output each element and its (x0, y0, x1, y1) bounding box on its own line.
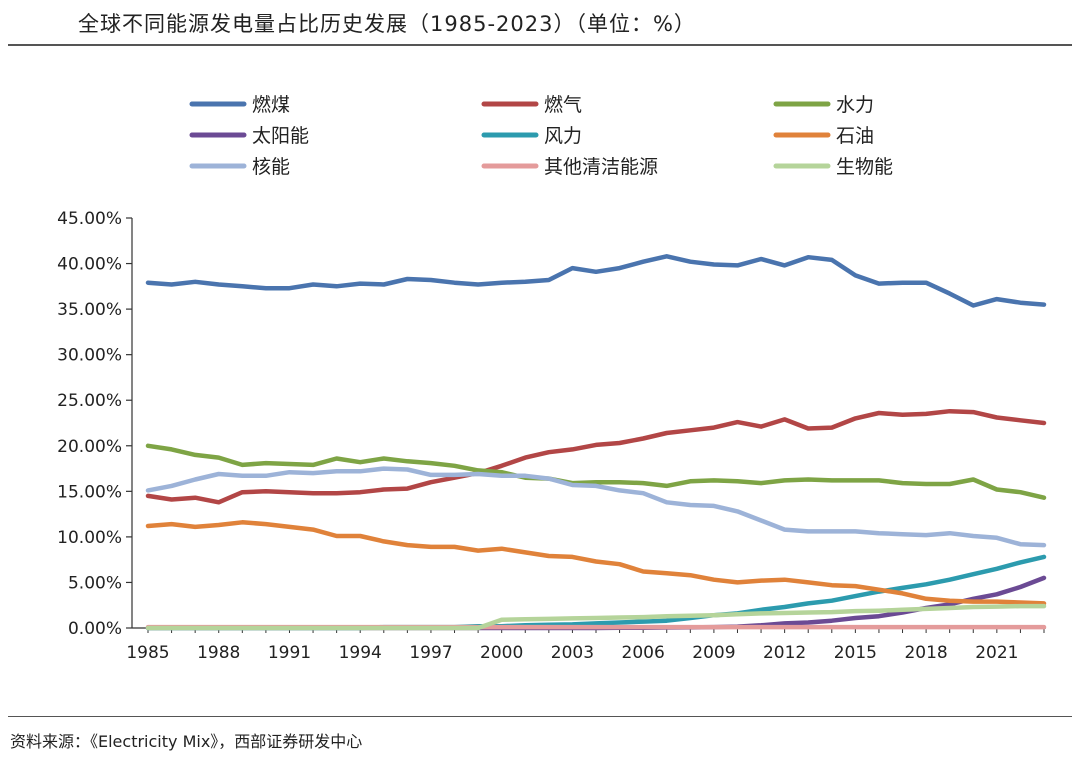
x-tick-label: 2003 (551, 643, 594, 663)
title-divider (8, 44, 1072, 46)
series-line-1 (145, 254, 1047, 308)
y-tick-label: 30.00% (57, 346, 122, 366)
x-tick-label: 1988 (197, 643, 240, 663)
y-tick-label: 10.00% (57, 528, 122, 548)
legend-label: 风力 (544, 125, 582, 147)
x-tick-label: 1997 (409, 643, 452, 663)
x-tick-label: 2021 (975, 643, 1018, 663)
legend-label: 燃煤 (252, 94, 290, 116)
x-tick-label: 2012 (763, 643, 806, 663)
legend-label: 太阳能 (252, 125, 309, 147)
series-line-9 (145, 603, 1047, 631)
legend-label: 其他清洁能源 (544, 156, 658, 178)
source-note: 资料来源：《Electricity Mix》，西部证券研发中心 (10, 732, 363, 751)
series-line-3 (145, 443, 1047, 500)
legend-label: 燃气 (544, 94, 582, 116)
x-tick-label: 1991 (268, 643, 311, 663)
y-tick-label: 0.00% (68, 619, 122, 639)
legend-label: 生物能 (836, 156, 893, 178)
y-tick-label: 25.00% (57, 391, 122, 411)
x-tick-label: 2015 (834, 643, 877, 663)
series-lines (145, 254, 1047, 631)
y-tick-label: 15.00% (57, 482, 122, 502)
x-tick-label: 2000 (480, 643, 523, 663)
legend-label: 水力 (836, 94, 874, 116)
y-tick-label: 20.00% (57, 437, 122, 457)
series-line-6 (145, 520, 1047, 606)
legend-label: 石油 (836, 125, 874, 147)
series-line-2 (145, 408, 1047, 505)
x-tick-label: 2009 (692, 643, 735, 663)
footer-divider (8, 716, 1072, 717)
y-tick-label: 40.00% (57, 255, 122, 275)
y-tick-label: 35.00% (57, 300, 122, 320)
series-line-7 (145, 466, 1047, 548)
y-tick-label: 45.00% (57, 209, 122, 229)
x-tick-label: 2018 (904, 643, 947, 663)
x-tick-label: 1985 (126, 643, 169, 663)
y-tick-label: 5.00% (68, 573, 122, 593)
x-tick-label: 1994 (339, 643, 382, 663)
chart-title: 全球不同能源发电量占比历史发展（1985-2023）（单位：%） (78, 12, 696, 36)
legend-label: 核能 (252, 156, 290, 178)
x-tick-label: 2006 (622, 643, 665, 663)
